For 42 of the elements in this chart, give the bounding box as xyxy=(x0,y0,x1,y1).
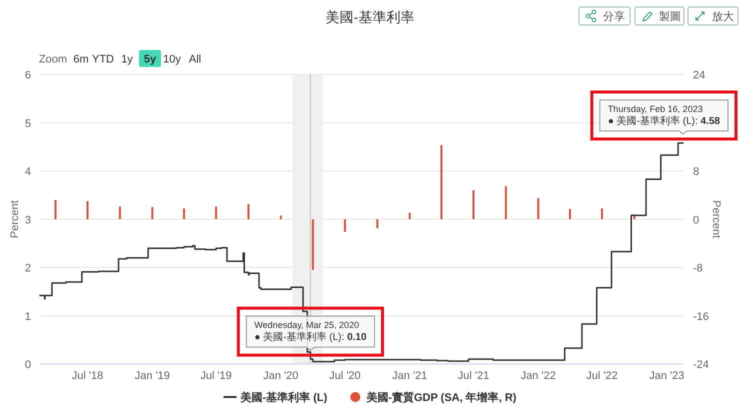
x-tick-label: Jan '21 xyxy=(392,370,428,382)
legend-label: 美國-實質GDP (SA, 年增率, R) xyxy=(366,392,516,404)
y-tick-label: 6 xyxy=(24,70,31,82)
x-tick-label: Jan '19 xyxy=(134,370,170,382)
x-tick-label: Jan '20 xyxy=(263,370,298,382)
range-button-label: 6m xyxy=(73,54,89,66)
y-tick-label: 4 xyxy=(24,166,31,178)
annotation: Wednesday, Mar 25, 2020 xyxy=(254,320,360,330)
y2-tick-label: -8 xyxy=(693,262,703,274)
control-button: 製圖 xyxy=(634,6,684,26)
y-tick-label: 3 xyxy=(24,214,31,226)
y2-tick-label: -16 xyxy=(693,310,709,323)
range-button-label: All xyxy=(188,54,202,66)
range-button-label: YTD xyxy=(92,54,114,66)
annotation: ● 美國-基準利率 (L): 0.10 xyxy=(254,332,367,344)
y2-tick-label: 0 xyxy=(693,214,700,226)
chart-title: 美國-基準利率 xyxy=(326,9,414,25)
y-tick-label: 1 xyxy=(24,310,31,323)
control-button: 放大 xyxy=(688,6,738,26)
y-tick-label: 0 xyxy=(24,359,31,371)
y2-tick-label: 8 xyxy=(693,166,700,178)
x-tick-label: Jul '22 xyxy=(586,370,618,382)
annotation: ● 美國-基準利率 (L): 4.58 xyxy=(608,116,720,128)
y-axis-title: Percent xyxy=(9,200,21,238)
range-button-label: 5y xyxy=(144,54,156,66)
x-tick-label: Jul '19 xyxy=(200,370,232,382)
range-label: Zoom xyxy=(38,54,68,66)
y-tick-label: 5 xyxy=(24,118,31,130)
x-tick-label: Jul '21 xyxy=(458,370,490,382)
x-tick-label: Jul '20 xyxy=(329,370,361,382)
legend-label: 美國-基準利率 (L) xyxy=(240,392,328,404)
y-tick-label: 2 xyxy=(24,262,31,274)
x-tick-label: Jul '18 xyxy=(72,370,104,382)
annotation: Thursday, Feb 16, 2023 xyxy=(608,104,703,114)
control-button: 分享 xyxy=(578,6,630,26)
y2-tick-label: -24 xyxy=(693,359,709,371)
x-tick-label: Jan '22 xyxy=(520,370,556,382)
x-tick-label: Jan '23 xyxy=(649,370,684,382)
range-button-label: 1y xyxy=(121,54,133,66)
y2-tick-label: 24 xyxy=(693,70,706,82)
y2-axis-title: Percent xyxy=(710,200,722,238)
range-button-label: 10y xyxy=(163,54,181,66)
